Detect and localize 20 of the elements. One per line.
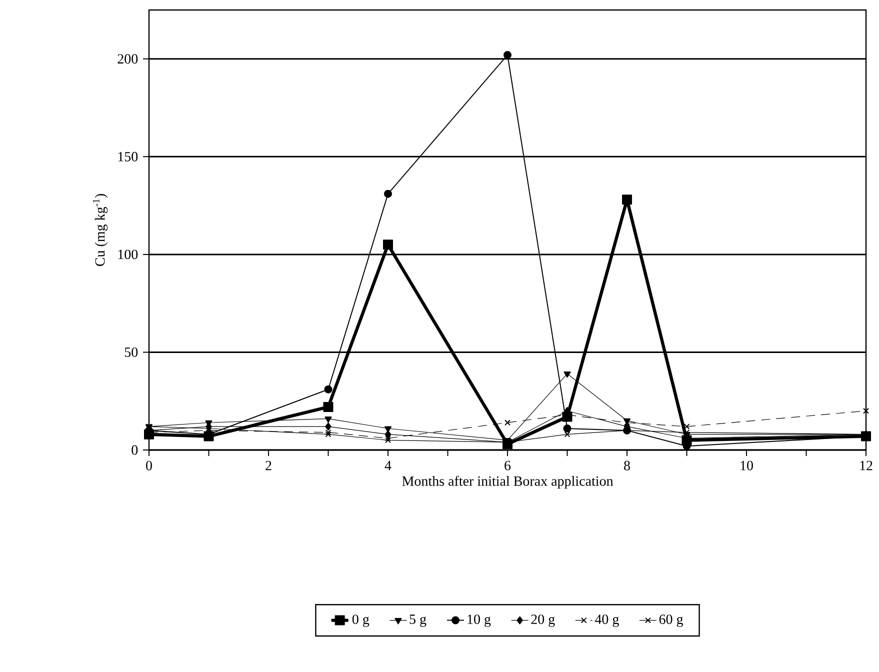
legend-label: 5 g	[410, 614, 426, 627]
legend-label: 40 g	[594, 614, 619, 627]
legend-label: 20 g	[531, 614, 555, 627]
y-tick-label: 150	[118, 152, 138, 162]
legend-label: 60 g	[659, 614, 684, 627]
x-tick-label: 12	[860, 460, 872, 470]
x-tick-label: 10	[740, 460, 753, 470]
x-axis-title: Months after initial Borax application	[402, 476, 614, 489]
x-tick-label: 8	[624, 460, 630, 470]
x-tick-label: 0	[146, 460, 152, 470]
y-tick-label: 50	[124, 347, 138, 357]
x-tick-label: 4	[384, 460, 392, 470]
y-tick-label: 200	[118, 54, 138, 64]
x-tick-label: 2	[266, 460, 272, 470]
y-tick-label: 100	[118, 250, 138, 260]
y-axis-title: Cu (mg kg$^{-1}$)	[92, 194, 108, 266]
x-tick-label: 6	[504, 460, 511, 470]
y-tick-label: 0	[132, 445, 138, 455]
legend-label: 0 g	[352, 614, 370, 627]
legend-label: 10 g	[468, 614, 491, 627]
